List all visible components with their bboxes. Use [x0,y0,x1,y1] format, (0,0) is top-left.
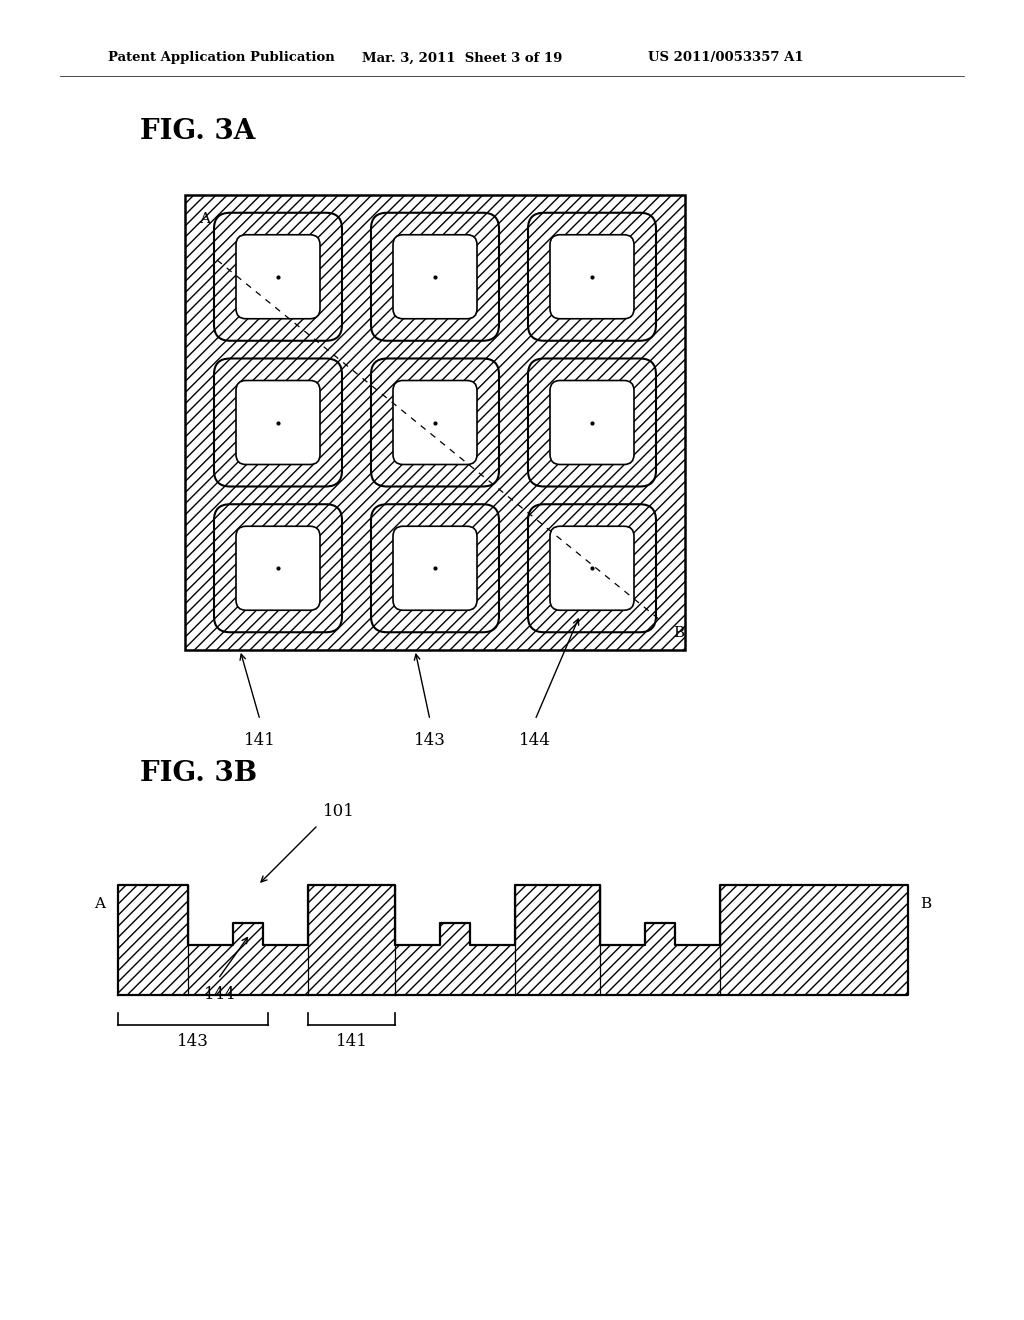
FancyBboxPatch shape [236,380,319,465]
FancyBboxPatch shape [214,504,342,632]
Text: FIG. 3A: FIG. 3A [140,117,255,145]
FancyBboxPatch shape [393,527,477,610]
Text: 143: 143 [177,1034,209,1049]
Bar [440,923,470,945]
FancyBboxPatch shape [528,504,656,632]
FancyBboxPatch shape [393,235,477,318]
FancyBboxPatch shape [214,213,342,341]
FancyBboxPatch shape [550,527,634,610]
FancyBboxPatch shape [371,504,499,632]
Text: A: A [94,898,105,911]
Bar [185,195,685,649]
FancyBboxPatch shape [371,359,499,487]
Text: FIG. 3B: FIG. 3B [140,760,257,787]
Bar [118,884,908,995]
Bar [233,923,263,945]
Text: Mar. 3, 2011  Sheet 3 of 19: Mar. 3, 2011 Sheet 3 of 19 [362,51,562,65]
Text: 101: 101 [323,803,355,820]
Bar [645,923,675,945]
Text: Patent Application Publication: Patent Application Publication [108,51,335,65]
Bar [188,884,308,945]
Text: US 2011/0053357 A1: US 2011/0053357 A1 [648,51,804,65]
Text: B: B [921,898,932,911]
FancyBboxPatch shape [236,527,319,610]
Bar [645,923,675,945]
Bar [185,195,685,649]
FancyBboxPatch shape [550,380,634,465]
FancyBboxPatch shape [393,380,477,465]
Text: 143: 143 [414,733,445,748]
Text: 144: 144 [519,733,551,748]
Bar [395,884,515,945]
Text: 141: 141 [244,733,275,748]
Text: 141: 141 [336,1034,368,1049]
FancyBboxPatch shape [550,235,634,318]
Bar [440,923,470,945]
Text: 144: 144 [204,986,236,1003]
FancyBboxPatch shape [371,213,499,341]
FancyBboxPatch shape [214,359,342,487]
FancyBboxPatch shape [528,213,656,341]
Text: B: B [673,626,684,640]
Bar [118,884,908,995]
Bar [600,884,720,945]
Bar [185,195,685,649]
FancyBboxPatch shape [236,235,319,318]
FancyBboxPatch shape [528,359,656,487]
Text: A: A [199,213,210,226]
Bar [233,923,263,945]
